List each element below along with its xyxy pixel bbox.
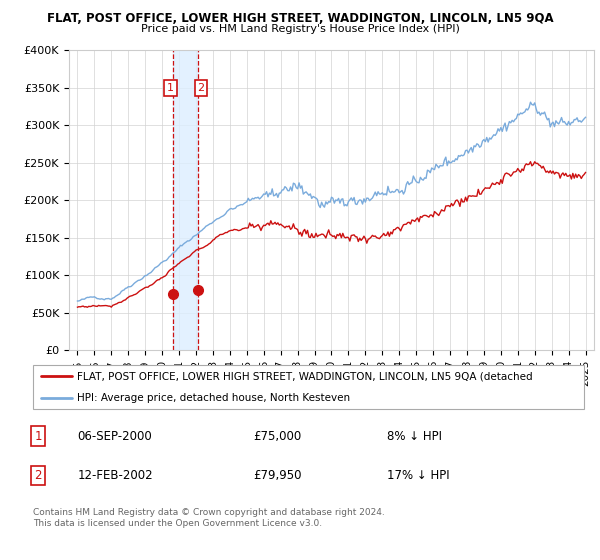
Text: 17% ↓ HPI: 17% ↓ HPI xyxy=(387,469,450,482)
Text: 8% ↓ HPI: 8% ↓ HPI xyxy=(387,430,442,443)
Text: FLAT, POST OFFICE, LOWER HIGH STREET, WADDINGTON, LINCOLN, LN5 9QA: FLAT, POST OFFICE, LOWER HIGH STREET, WA… xyxy=(47,12,553,25)
Bar xyxy=(173,50,198,350)
Text: £75,000: £75,000 xyxy=(253,430,301,443)
Text: FLAT, POST OFFICE, LOWER HIGH STREET, WADDINGTON, LINCOLN, LN5 9QA (detached: FLAT, POST OFFICE, LOWER HIGH STREET, WA… xyxy=(77,371,533,381)
Text: 1: 1 xyxy=(167,83,174,93)
Text: 12-FEB-2002: 12-FEB-2002 xyxy=(77,469,153,482)
Text: Price paid vs. HM Land Registry's House Price Index (HPI): Price paid vs. HM Land Registry's House … xyxy=(140,24,460,34)
Text: 2: 2 xyxy=(197,83,205,93)
Text: £79,950: £79,950 xyxy=(253,469,302,482)
FancyBboxPatch shape xyxy=(33,365,584,409)
Text: 1: 1 xyxy=(35,430,42,443)
Text: 06-SEP-2000: 06-SEP-2000 xyxy=(77,430,152,443)
Text: 2: 2 xyxy=(35,469,42,482)
Text: HPI: Average price, detached house, North Kesteven: HPI: Average price, detached house, Nort… xyxy=(77,393,350,403)
Text: Contains HM Land Registry data © Crown copyright and database right 2024.
This d: Contains HM Land Registry data © Crown c… xyxy=(33,508,385,528)
